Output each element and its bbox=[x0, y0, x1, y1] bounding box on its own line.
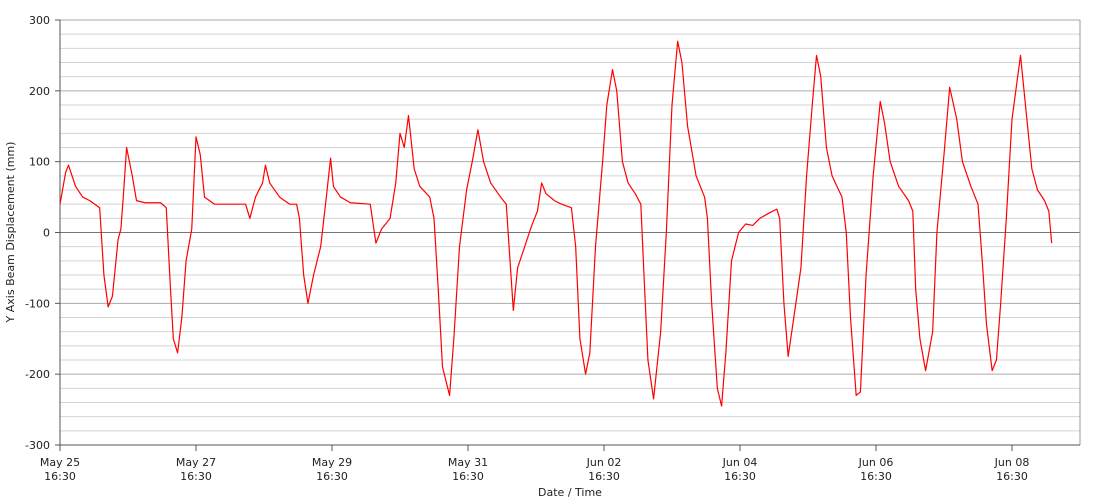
y-axis-label: Y Axis Beam Displacement (mm) bbox=[4, 142, 17, 324]
x-tick-label: Jun 02 16:30 bbox=[586, 456, 622, 483]
y-tick-label: 300 bbox=[29, 14, 50, 27]
x-tick-label: May 29 16:30 bbox=[312, 456, 352, 483]
x-tick-label: Jun 04 16:30 bbox=[722, 456, 758, 483]
y-tick-label: -100 bbox=[25, 297, 50, 310]
data-line bbox=[59, 40, 1053, 407]
y-tick-label: 100 bbox=[29, 156, 50, 169]
x-tick-label: Jun 08 16:30 bbox=[994, 456, 1030, 483]
y-tick-label: 0 bbox=[43, 227, 50, 240]
y-tick-label: 200 bbox=[29, 85, 50, 98]
x-tick-label: May 27 16:30 bbox=[176, 456, 216, 483]
x-tick-label: May 31 16:30 bbox=[448, 456, 488, 483]
x-axis-label: Date / Time bbox=[538, 486, 602, 499]
y-tick-label: -300 bbox=[25, 439, 50, 452]
x-tick-label: May 25 16:30 bbox=[40, 456, 80, 483]
x-tick-label: Jun 06 16:30 bbox=[858, 456, 894, 483]
y-tick-label: -200 bbox=[25, 368, 50, 381]
